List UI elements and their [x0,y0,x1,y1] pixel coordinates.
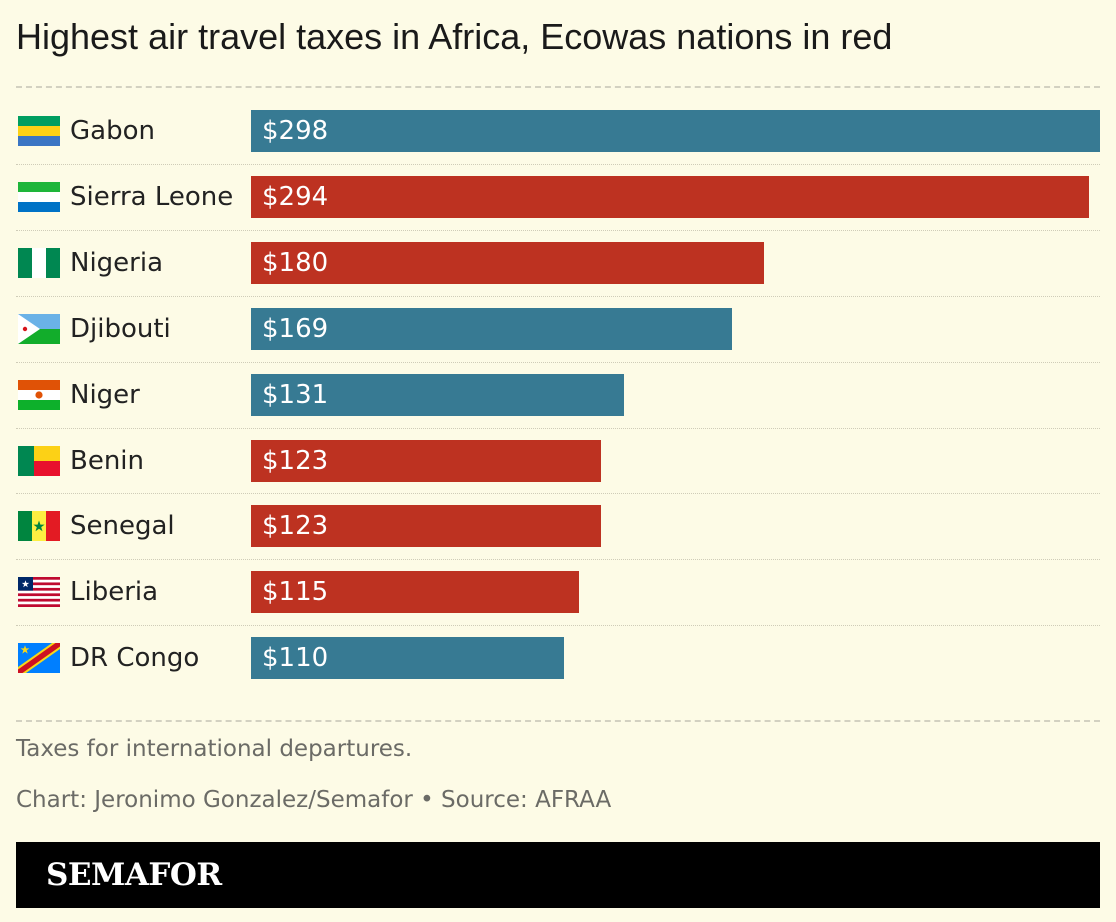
bar-value-label: $131 [262,379,329,410]
category-label: Liberia [70,577,159,608]
chart-title: Highest air travel taxes in Africa, Ecow… [16,16,893,57]
category-label: Niger [70,379,140,410]
bar [251,439,601,482]
djibouti-flag-icon [18,313,60,344]
row-separator [16,295,1100,297]
bar-value-label: $180 [262,247,329,278]
row-separator [16,229,1100,231]
category-label: Djibouti [70,313,171,344]
bar [251,571,579,614]
dr-congo-flag-icon [18,643,60,674]
bar [251,505,601,548]
category-label: Benin [70,445,145,476]
bar [251,373,624,416]
liberia-flag-icon [18,577,60,608]
bar-value-label: $115 [262,577,329,608]
row-separator [16,559,1100,561]
benin-flag-icon [18,445,60,476]
category-label: Senegal [70,511,175,542]
top-divider [16,86,1100,88]
row-separator [16,625,1100,627]
category-label: Sierra Leone [70,181,234,212]
footer-bar: SEMAFOR [16,842,1100,908]
bar [251,241,764,284]
row-separator [16,427,1100,429]
gabon-flag-icon [18,116,60,146]
bar-value-label: $169 [262,313,329,344]
category-label: DR Congo [70,643,200,674]
row-separator [16,361,1100,363]
bar-value-label: $123 [262,445,329,476]
bar [251,175,1089,218]
bar-value-label: $123 [262,511,329,542]
chart-note: Taxes for international departures. [16,736,413,762]
bottom-divider [16,720,1100,722]
category-label: Gabon [70,116,155,146]
niger-flag-icon [18,379,60,410]
bar [251,307,732,350]
bar [251,637,564,680]
sierra-leone-flag-icon [18,181,60,212]
semafor-logo: SEMAFOR [46,857,222,893]
chart-credit: Chart: Jeronimo Gonzalez/Semafor • Sourc… [16,787,612,813]
bar [251,110,1100,152]
bar-value-label: $294 [262,181,329,212]
row-separator [16,163,1100,165]
category-label: Nigeria [70,247,164,278]
bar-value-label: $298 [262,116,329,146]
bar-value-label: $110 [262,643,329,674]
row-separator [16,493,1100,495]
nigeria-flag-icon [18,247,60,278]
senegal-flag-icon [18,511,60,542]
